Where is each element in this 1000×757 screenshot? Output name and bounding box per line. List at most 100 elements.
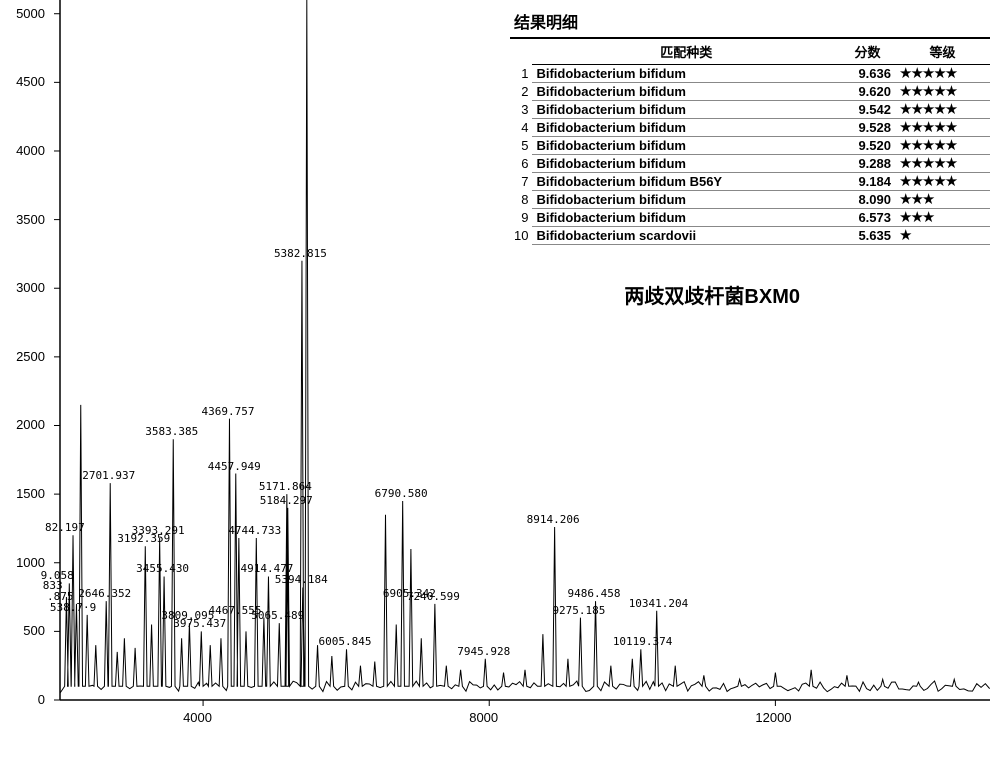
star-icon: ★★★ <box>899 192 933 207</box>
row-index: 1 <box>510 65 532 83</box>
row-index: 5 <box>510 137 532 155</box>
star-icon: ★★★★★ <box>899 102 956 117</box>
match-score: 6.573 <box>840 209 895 227</box>
row-index: 9 <box>510 209 532 227</box>
peak-label: 5171.864 <box>259 480 312 493</box>
species-name: Bifidobacterium scardovii <box>532 227 840 245</box>
species-name: Bifidobacterium bifidum <box>532 209 840 227</box>
results-table: 匹配种类 分数 等级 1Bifidobacterium bifidum9.636… <box>510 39 990 245</box>
row-index: 3 <box>510 101 532 119</box>
table-row: 4Bifidobacterium bifidum9.528 ★★★★★ <box>510 119 990 137</box>
header-score: 分数 <box>840 39 895 65</box>
results-panel: 结果明细 匹配种类 分数 等级 1Bifidobacterium bifidum… <box>510 5 990 245</box>
y-tick-label: 3500 <box>16 212 45 227</box>
table-row: 1Bifidobacterium bifidum9.636 ★★★★★ <box>510 65 990 83</box>
y-tick-label: 2000 <box>16 417 45 432</box>
x-tick-label: 8000 <box>469 710 498 725</box>
rating-stars: ★★★★★ <box>895 137 990 155</box>
species-name: Bifidobacterium bifidum <box>532 137 840 155</box>
rating-stars: ★★★ <box>895 191 990 209</box>
table-row: 7Bifidobacterium bifidum B56Y9.184★★★★★ <box>510 173 990 191</box>
star-icon: ★★★★★ <box>899 174 956 189</box>
peak-label: 7240.599 <box>407 590 460 603</box>
y-tick-label: 0 <box>38 692 45 707</box>
header-rating: 等级 <box>895 39 990 65</box>
species-name: Bifidobacterium bifidum <box>532 101 840 119</box>
y-tick-label: 5000 <box>16 6 45 21</box>
table-row: 8Bifidobacterium bifidum8.090 ★★★ <box>510 191 990 209</box>
header-species: 匹配种类 <box>532 39 840 65</box>
table-row: 6Bifidobacterium bifidum9.288 ★★★★★ <box>510 155 990 173</box>
strain-label: 两歧双歧杆菌BXM0 <box>624 280 800 309</box>
y-tick-label: 4500 <box>16 74 45 89</box>
table-row: 2Bifidobacterium bifidum9.620★★★★★ <box>510 83 990 101</box>
peak-label: 5065.489 <box>251 609 304 622</box>
results-title: 结果明细 <box>510 5 990 39</box>
y-tick-label: 1500 <box>16 486 45 501</box>
y-tick-label: 3000 <box>16 280 45 295</box>
rating-stars: ★★★★★ <box>895 119 990 137</box>
peak-label: 4369.757 <box>201 405 254 418</box>
star-icon: ★★★ <box>899 210 933 225</box>
species-name: Bifidobacterium bifidum <box>532 65 840 83</box>
species-name: Bifidobacterium bifidum <box>532 83 840 101</box>
rating-stars: ★★★★★ <box>895 155 990 173</box>
row-index: 6 <box>510 155 532 173</box>
peak-label: 4744.733 <box>228 524 281 537</box>
y-tick-label: 1000 <box>16 555 45 570</box>
row-index: 2 <box>510 83 532 101</box>
x-tick-label: 12000 <box>755 710 791 725</box>
star-icon: ★★★★★ <box>899 120 956 135</box>
table-row: 3Bifidobacterium bifidum9.542 ★★★★★ <box>510 101 990 119</box>
row-index: 4 <box>510 119 532 137</box>
y-tick-label: 500 <box>23 623 45 638</box>
peak-label: 3455.430 <box>136 562 189 575</box>
row-index: 8 <box>510 191 532 209</box>
species-name: Bifidobacterium bifidum <box>532 191 840 209</box>
peak-label: 10119.374 <box>613 635 673 648</box>
match-score: 9.528 <box>840 119 895 137</box>
match-score: 8.090 <box>840 191 895 209</box>
species-name: Bifidobacterium bifidum <box>532 119 840 137</box>
star-icon: ★★★★★ <box>899 156 956 171</box>
y-tick-label: 4000 <box>16 143 45 158</box>
peak-label: 3393.291 <box>132 524 185 537</box>
match-score: 9.520 <box>840 137 895 155</box>
peak-label: 10341.204 <box>629 597 689 610</box>
star-icon: ★★★★★ <box>899 66 956 81</box>
y-tick-label: 2500 <box>16 349 45 364</box>
peak-label: 9275.185 <box>552 604 605 617</box>
table-row: 5Bifidobacterium bifidum9.520★★★★★ <box>510 137 990 155</box>
peak-label: 6790.580 <box>375 487 428 500</box>
peak-label: 538.7·9 <box>50 601 96 614</box>
table-row: 10Bifidobacterium scardovii5.635★ <box>510 227 990 245</box>
peak-label: 82.197 <box>45 521 85 534</box>
rating-stars: ★★★★★ <box>895 65 990 83</box>
peak-label: 5382.815 <box>274 247 327 260</box>
peak-label: 3975.437 <box>173 617 226 630</box>
x-tick-label: 4000 <box>183 710 212 725</box>
row-index: 10 <box>510 227 532 245</box>
peak-label: 5394.184 <box>275 573 328 586</box>
rating-stars: ★ <box>895 227 990 245</box>
peak-label: 8914.206 <box>527 513 580 526</box>
match-score: 9.636 <box>840 65 895 83</box>
species-name: Bifidobacterium bifidum <box>532 155 840 173</box>
star-icon: ★★★★★ <box>899 84 956 99</box>
table-row: 9Bifidobacterium bifidum6.573 ★★★ <box>510 209 990 227</box>
star-icon: ★ <box>899 228 910 243</box>
peak-label: 2646.352 <box>78 587 131 600</box>
peak-label: 7945.928 <box>457 645 510 658</box>
match-score: 9.542 <box>840 101 895 119</box>
match-score: 9.288 <box>840 155 895 173</box>
rating-stars: ★★★★★ <box>895 101 990 119</box>
rating-stars: ★★★★★ <box>895 173 990 191</box>
peak-label: 6005.845 <box>319 635 372 648</box>
match-score: 9.184 <box>840 173 895 191</box>
peak-label: 9486.458 <box>568 587 621 600</box>
row-index: 7 <box>510 173 532 191</box>
peak-label: 3583.385 <box>145 425 198 438</box>
rating-stars: ★★★ <box>895 209 990 227</box>
rating-stars: ★★★★★ <box>895 83 990 101</box>
peak-label: 4457.949 <box>208 460 261 473</box>
